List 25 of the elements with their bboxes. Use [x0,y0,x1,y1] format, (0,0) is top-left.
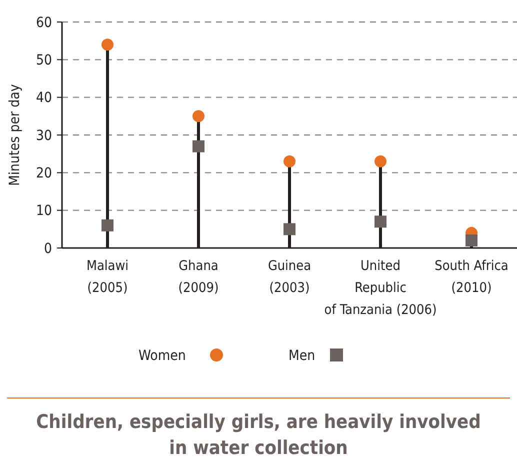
y-tick-label: 60 [36,14,52,31]
y-axis-title: Minutes per day [7,84,23,186]
y-tick-label: 40 [36,90,52,106]
x-tick-label: Malawi (2005) [86,258,129,296]
point [284,223,296,236]
point [192,140,204,152]
point [466,234,478,246]
x-tick-label: South Africa (2010) [434,258,508,296]
legend-label: Men [288,348,316,364]
y-tick-label: 50 [36,52,52,69]
text: Children, especially girls, are heavily involved in water collection [36,411,481,459]
y-tick-label: 0 [44,240,52,257]
point [102,219,114,232]
point [102,38,114,51]
point [374,155,386,168]
x-tick-label: Ghana (2009) [178,258,219,296]
point [284,155,296,168]
legend-label: Women [138,348,186,364]
x-tick-label: Guinea (2003) [268,258,312,296]
y-tick-label: 30 [36,128,52,144]
point [192,110,204,122]
y-tick-label: 10 [36,203,52,220]
y-tick-label: 20 [36,166,52,182]
x-tick-label: United Republic of Tanzania (2006) [324,258,437,318]
point [374,216,386,228]
